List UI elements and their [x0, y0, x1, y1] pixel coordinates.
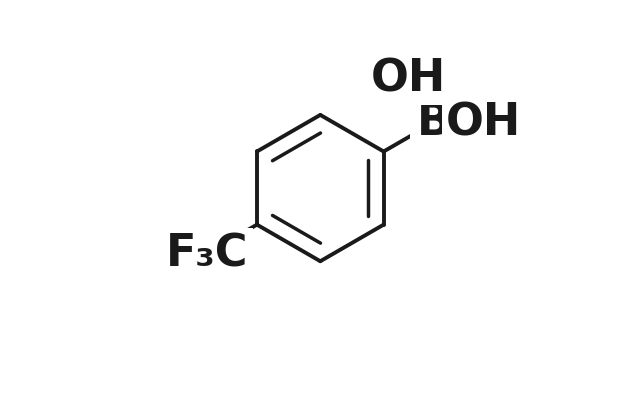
Text: F₃C: F₃C	[166, 232, 248, 275]
Text: OH: OH	[446, 101, 522, 144]
Text: OH: OH	[371, 58, 446, 101]
Text: B: B	[417, 101, 451, 144]
